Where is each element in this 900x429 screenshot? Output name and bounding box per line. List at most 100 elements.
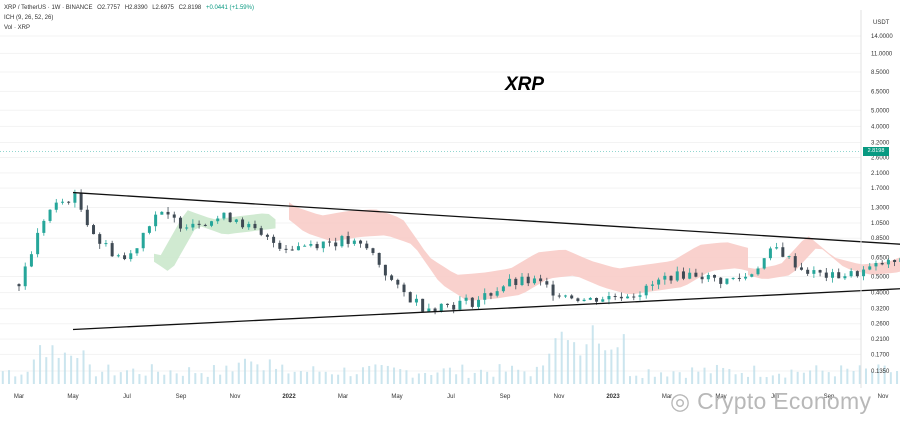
volume-bar (467, 377, 470, 384)
y-tick-label: 2.6000 (871, 156, 890, 162)
y-tick-label: 0.1700 (871, 352, 890, 358)
volume-bar (840, 365, 843, 384)
volume-bar (448, 367, 451, 384)
x-tick-label: May (391, 394, 402, 400)
candle-down (79, 193, 83, 210)
candle-down (265, 234, 269, 237)
candle-up (501, 286, 505, 292)
candle-up (147, 226, 151, 233)
candle-up (42, 220, 46, 233)
candle-down (539, 278, 543, 282)
candle-down (290, 249, 294, 251)
volume-bar (697, 371, 700, 384)
candle-down (694, 272, 698, 277)
volume-bar (554, 338, 557, 384)
candle-up (663, 275, 667, 280)
candle-down (452, 304, 456, 310)
change-value: +0.0441 (+1.59%) (205, 5, 254, 11)
volume-bar (219, 374, 222, 384)
volume-bar (740, 372, 743, 384)
candle-down (278, 242, 282, 249)
volume-bar (306, 371, 309, 384)
candle-up (843, 276, 847, 279)
volume-bar (293, 371, 296, 384)
x-tick-label: 2023 (606, 394, 620, 400)
candle-down (402, 284, 406, 293)
x-tick-label: Sep (176, 394, 187, 400)
volume-bar (262, 370, 265, 384)
volume-bar (157, 371, 160, 384)
volume-bar (138, 374, 141, 384)
candle-up (756, 268, 760, 275)
volume-bar (39, 345, 42, 384)
volume-bar (268, 359, 271, 384)
candle-up (508, 278, 512, 287)
y-tick-label: 1.7000 (871, 186, 890, 192)
x-tick-label: Nov (554, 394, 565, 400)
candle-down (408, 292, 412, 303)
candle-down (737, 277, 741, 279)
candle-up (29, 254, 33, 267)
candle-down (855, 271, 859, 277)
candle-up (638, 295, 642, 297)
candle-up (688, 272, 692, 279)
candle-down (570, 295, 574, 299)
volume-bar (765, 377, 768, 384)
triangle-lower-line (72, 288, 900, 331)
y-tick-label: 0.1350 (871, 369, 890, 375)
axis-unit-label: USDT (873, 20, 890, 26)
candle-up (626, 296, 630, 299)
volume-bar (542, 365, 545, 384)
watermark-logo-icon: ◎ (670, 388, 698, 414)
candle-down (470, 297, 474, 307)
triangle-upper-line (72, 191, 900, 245)
volume-bar (299, 371, 302, 384)
candle-down (259, 228, 263, 235)
candle-up (154, 214, 158, 227)
volume-indicator-label[interactable]: Vol · XRP (4, 25, 31, 31)
volume-bar (653, 376, 656, 384)
volume-bar (107, 364, 110, 384)
volume-bar (747, 376, 749, 384)
candle-up (414, 298, 418, 303)
candle-down (545, 281, 549, 285)
time-axis[interactable]: Mar May Jul Sep Nov 2022 Mar May Jul Sep Nov 2023 Ma… (14, 394, 900, 400)
candle-up (141, 232, 145, 249)
volume-bar (1, 371, 4, 384)
candle-up (216, 218, 220, 222)
candle-down (713, 274, 717, 278)
price-axis[interactable]: USDT 14.0000 11.0000 8.5000 6.5000 5.0000 4.0… (871, 20, 893, 375)
volume-bar (678, 372, 681, 384)
candle-up (762, 258, 766, 269)
candle-down (228, 212, 232, 222)
x-tick-label: Sep (500, 394, 511, 400)
candle-up (191, 223, 195, 228)
volume-bar (827, 372, 830, 384)
volume-bar (479, 369, 482, 384)
volume-bar (436, 372, 439, 384)
candle-up (706, 274, 710, 280)
candle-up (775, 247, 779, 249)
candle-down (365, 243, 369, 249)
volume-bar (324, 371, 327, 384)
volume-bar (175, 373, 178, 384)
y-tick-label: 2.1000 (871, 171, 890, 177)
volume-bar (188, 367, 191, 384)
candle-down (669, 275, 673, 281)
indicator-label[interactable]: ICH (9, 26, 52, 26) (4, 15, 54, 21)
candle-down (632, 296, 636, 298)
candle-up (116, 255, 120, 257)
volume-bar (374, 364, 377, 384)
y-tick-label: 1.0500 (871, 221, 890, 227)
candle-down (383, 264, 387, 276)
x-tick-label: Jul (771, 394, 779, 400)
candle-up (582, 299, 586, 302)
volume-bar (287, 373, 290, 384)
y-tick-label: 0.2600 (871, 322, 890, 328)
candle-up (309, 244, 313, 246)
candle-down (377, 252, 381, 265)
volume-bar (231, 371, 234, 384)
x-tick-label: May (67, 394, 78, 400)
volume-bar (337, 374, 340, 384)
